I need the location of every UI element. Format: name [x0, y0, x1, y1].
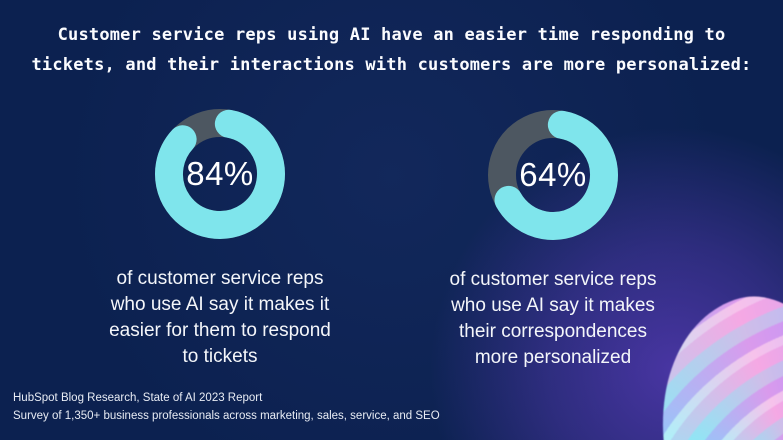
donut-ring: [488, 110, 618, 240]
donut-chart-84-percent: 84%: [154, 108, 286, 240]
stat-block-tickets: 84% of customer service reps who use AI …: [60, 108, 380, 370]
source-attribution: HubSpot Blog Research, State of AI 2023 …: [13, 390, 440, 425]
source-line-1: HubSpot Blog Research, State of AI 2023 …: [13, 392, 263, 404]
headline: Customer service reps using AI have an e…: [31, 25, 752, 75]
donut-ring: [155, 109, 285, 239]
source-line-2: Survey of 1,350+ business professionals …: [13, 409, 440, 422]
percent-label: 84%: [186, 155, 254, 192]
donut-chart-64-percent: 64%: [487, 109, 619, 241]
percent-label: 64%: [519, 156, 587, 193]
stat-block-personalization: 64% of customer service reps who use AI …: [393, 109, 713, 371]
stat-caption: of customer service reps who use AI say …: [109, 268, 331, 367]
stat-caption: of customer service reps who use AI say …: [449, 269, 657, 368]
